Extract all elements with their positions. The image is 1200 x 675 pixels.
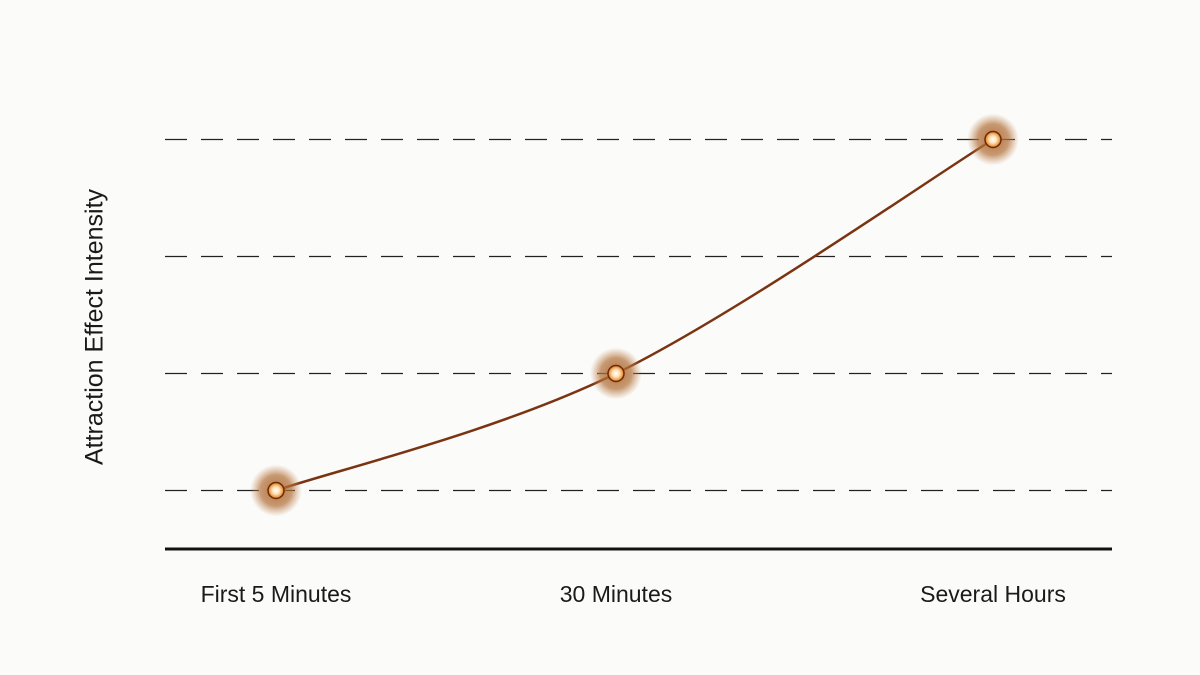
x-tick-label: Several Hours bbox=[920, 581, 1066, 607]
x-tick-label: First 5 Minutes bbox=[201, 581, 352, 607]
point bbox=[984, 130, 1002, 149]
line bbox=[275, 138, 994, 492]
x-tick-label: 30 Minutes bbox=[560, 581, 673, 607]
point bbox=[607, 364, 625, 383]
y-axis-label: Attraction Effect Intensity bbox=[81, 188, 109, 465]
point bbox=[267, 481, 285, 500]
